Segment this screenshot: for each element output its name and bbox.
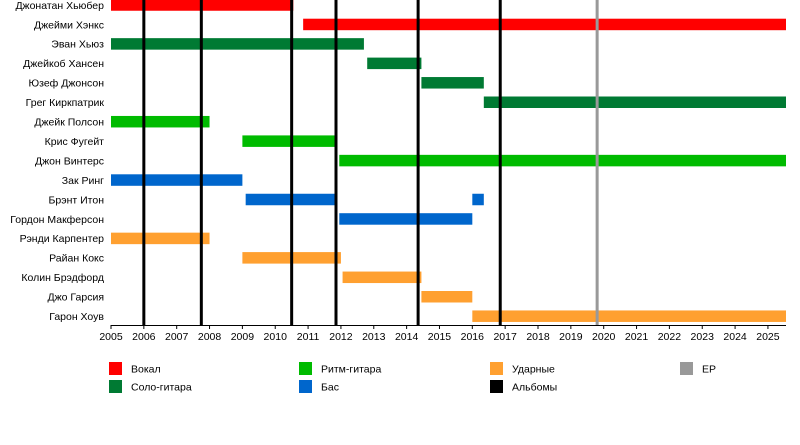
member-bar [111,174,243,186]
member-name-label: Джонатан Хьюбер [15,0,104,12]
legend-swatch [109,362,122,375]
member-bar [111,115,210,128]
member-bar [111,232,210,245]
x-tick-label: 2011 [297,331,320,343]
legend-swatch [299,380,312,393]
member-bar [339,213,473,225]
legend-swatch [299,362,312,375]
x-tick-label: 2015 [428,331,452,343]
x-tick-label: 2006 [132,331,156,343]
member-name-label: Эван Хьюз [51,39,104,51]
x-tick-label: 2020 [592,331,616,343]
legend-label: Вокал [131,364,161,376]
member-name-label: Юзеф Джонсон [29,78,105,90]
member-name-label: Гордон Макферсон [10,214,104,226]
member-name-label: Крис Фугейт [45,136,105,148]
x-tick-label: 2014 [395,331,419,343]
member-name-label: Зак Ринг [62,175,104,187]
x-tick-label: 2010 [264,331,288,343]
member-name-label: Брэнт Итон [49,194,105,206]
x-tick-label: 2023 [691,331,715,343]
member-name-label: Джейк Полсон [34,117,104,129]
member-bar [339,154,786,167]
legend: Вокал Соло-гитара Ритм-гитара Бас Ударные Аль… [109,362,716,394]
member-labels-layer: Джонатан Хьюбер Джейми Хэнкс Эван Хьюз Джей… [10,0,104,323]
x-tick-label: 2012 [329,331,353,343]
member-bar [242,135,336,147]
member-bar [421,77,484,89]
legend-swatch [680,362,693,375]
legend-label: EP [702,364,716,376]
x-axis: 2005 2006 2007 2008 2009 2010 2011 2012 2013 2014… [99,325,786,343]
legend-swatch [490,362,503,375]
member-bar [367,57,422,70]
member-bar [111,38,364,50]
member-name-label: Джо Гарсия [48,292,104,304]
legend-label: Ритм-гитара [321,364,381,376]
member-bar [483,96,786,108]
member-name-label: Джон Винтерс [35,155,104,167]
x-tick-label: 2005 [99,331,123,343]
legend-label: Альбомы [512,382,557,394]
x-tick-label: 2022 [658,331,682,343]
member-bar [342,271,422,284]
member-bar [472,310,786,322]
member-name-label: Джейми Хэнкс [34,19,104,31]
x-tick-label: 2017 [493,331,517,343]
x-tick-label: 2018 [526,331,550,343]
x-tick-label: 2019 [559,331,583,343]
x-tick-label: 2016 [461,331,485,343]
member-name-label: Гарон Хоув [49,311,104,323]
legend-label: Бас [321,382,339,394]
x-tick-label: 2013 [362,331,386,343]
member-name-label: Райан Кокс [49,253,104,265]
member-bar [421,291,473,303]
member-bar [303,18,786,31]
member-name-label: Джейкоб Хансен [23,58,104,70]
legend-label: Соло-гитара [131,382,192,394]
x-tick-label: 2024 [723,331,747,343]
member-name-label: Рэнди Карпентер [20,233,104,245]
x-tick-label: 2008 [198,331,222,343]
legend-label: Ударные [512,364,555,376]
release-lines-layer [142,0,599,325]
x-tick-label: 2021 [625,331,649,343]
x-tick-label: 2007 [165,331,189,343]
legend-swatch [109,380,122,393]
member-name-label: Грег Киркпатрик [26,97,105,109]
member-name-label: Колин Брэдфорд [21,272,104,284]
legend-swatch [490,380,503,393]
x-tick-label: 2009 [231,331,255,343]
x-tick-label: 2025 [756,331,780,343]
member-bar [472,193,484,206]
bars-layer [111,0,786,322]
